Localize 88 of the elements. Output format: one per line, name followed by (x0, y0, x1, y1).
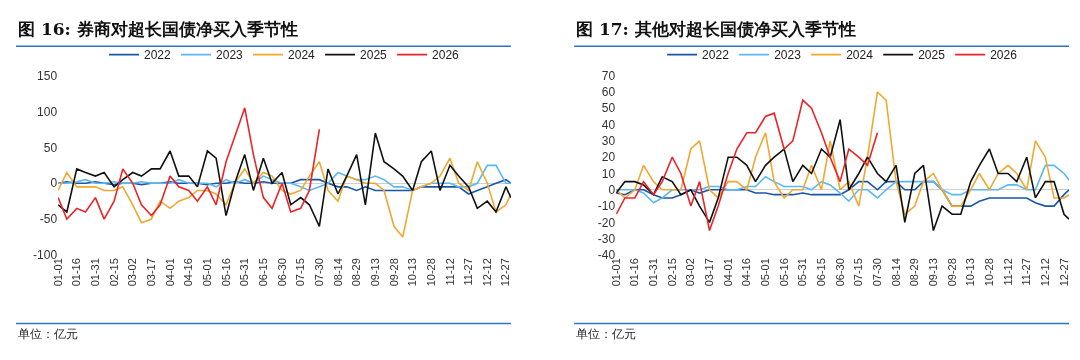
x-tick-label: 12-27 (1057, 258, 1070, 287)
x-tick-label: 11-12 (1001, 258, 1014, 286)
x-tick-label: 05-31 (238, 258, 251, 287)
x-tick-label: 04-16 (740, 258, 753, 287)
chart-title: 图 17: 其他对超长国债净买入季节性 (576, 19, 856, 39)
x-tick-label: 09-28 (387, 258, 400, 287)
x-tick-label: 11-27 (1020, 258, 1033, 286)
x-tick-label: 12-12 (1038, 258, 1051, 287)
x-tick-label: 07-15 (294, 258, 307, 287)
line-series (616, 164, 1069, 204)
line-series (616, 99, 879, 232)
x-tick-label: 05-01 (759, 258, 772, 287)
legend-label: 2026 (990, 48, 1018, 63)
x-tick-label: 10-13 (964, 258, 977, 287)
x-tick-label: 10-28 (982, 258, 995, 287)
legend-label: 2026 (432, 48, 460, 63)
x-tick-label: 02-15 (107, 258, 120, 287)
x-tick-label: 05-31 (796, 258, 809, 287)
text: 单位：亿元 (18, 327, 78, 341)
x-tick-label: 11-12 (443, 258, 456, 286)
legend-label: 2024 (288, 48, 316, 63)
y-tick-label: 20 (601, 150, 616, 165)
x-tick-label: 07-15 (852, 258, 865, 287)
y-tick-label: 0 (50, 176, 58, 191)
x-tick-label: 06-30 (833, 258, 846, 287)
x-tick-label: 06-15 (256, 258, 269, 287)
x-tick-label: 03-02 (684, 258, 697, 287)
x-tick-label: 06-30 (275, 258, 288, 287)
x-tick-label: 03-17 (144, 258, 157, 287)
x-tick-label: 08-29 (908, 258, 921, 287)
y-tick-label: 0 (608, 182, 616, 197)
line-series (58, 157, 511, 238)
y-tick-label: 150 (37, 68, 58, 83)
x-tick-label: 01-16 (70, 258, 83, 287)
x-tick-label: 10-13 (406, 258, 419, 287)
x-tick-label: 12-27 (499, 258, 512, 287)
line-series (58, 164, 511, 192)
x-tick-label: 04-16 (182, 258, 195, 287)
line-series (58, 107, 321, 220)
x-tick-label: 02-15 (665, 258, 678, 287)
x-tick-label: 06-15 (815, 258, 828, 287)
legend-label: 2024 (846, 48, 874, 63)
x-tick-label: 01-01 (609, 258, 622, 287)
x-tick-label: 04-01 (163, 258, 176, 287)
y-tick-label: -20 (597, 215, 616, 230)
line-series (616, 118, 1069, 232)
x-tick-label: 10-28 (424, 258, 437, 287)
legend-label: 2025 (918, 48, 946, 63)
x-tick-label: 01-31 (89, 258, 102, 287)
x-tick-label: 05-16 (219, 258, 232, 287)
x-tick-label: 08-14 (889, 258, 902, 287)
x-tick-label: 07-30 (312, 258, 325, 287)
legend-label: 2022 (702, 48, 730, 63)
x-tick-label: 01-31 (647, 258, 660, 287)
x-tick-label: 01-16 (628, 258, 641, 287)
x-tick-label: 01-01 (51, 258, 64, 287)
y-tick-label: -30 (597, 231, 616, 246)
y-tick-label: 40 (601, 117, 616, 132)
chart-title: 图 16: 券商对超长国债净买入季节性 (18, 19, 298, 39)
y-tick-label: 50 (601, 101, 616, 116)
x-tick-label: 12-12 (480, 258, 493, 287)
y-tick-label: 60 (601, 85, 616, 100)
x-tick-label: 11-27 (462, 258, 475, 286)
x-tick-label: 07-30 (871, 258, 884, 287)
y-tick-label: 30 (601, 134, 616, 149)
x-tick-label: 03-17 (703, 258, 716, 287)
legend-label: 2023 (216, 48, 244, 63)
line-series (616, 91, 1069, 216)
y-tick-label: 100 (37, 104, 58, 119)
y-tick-label: -50 (39, 212, 58, 227)
x-tick-label: 09-13 (926, 258, 939, 287)
x-tick-label: 05-16 (777, 258, 790, 287)
x-tick-label: 04-01 (721, 258, 734, 287)
text: 单位：亿元 (576, 327, 636, 341)
x-tick-label: 09-28 (945, 258, 958, 287)
y-tick-label: 70 (601, 68, 616, 83)
y-tick-label: 50 (43, 140, 58, 155)
line-series (58, 132, 511, 228)
x-tick-label: 05-01 (200, 258, 213, 287)
x-tick-label: 03-02 (126, 258, 139, 287)
legend-label: 2023 (774, 48, 802, 63)
legend-label: 2022 (144, 48, 172, 63)
y-tick-label: 10 (601, 166, 616, 181)
y-tick-label: -10 (597, 199, 616, 214)
x-tick-label: 08-29 (350, 258, 363, 287)
legend-label: 2025 (360, 48, 388, 63)
x-tick-label: 09-13 (368, 258, 381, 287)
x-tick-label: 08-14 (331, 258, 344, 287)
